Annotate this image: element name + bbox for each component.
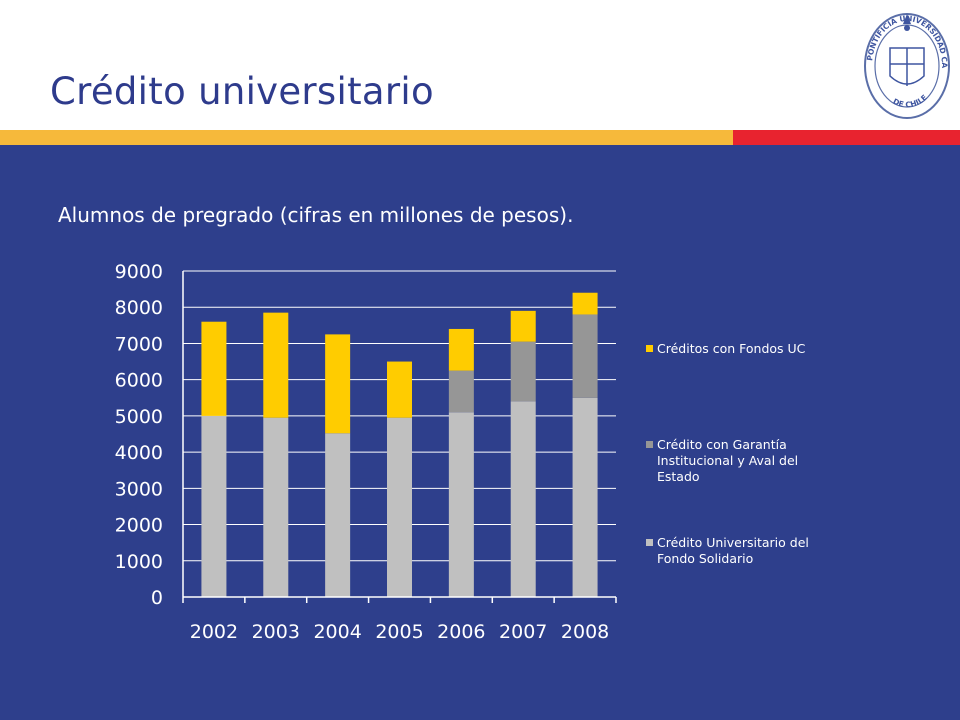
legend-item-fondos-uc: Créditos con Fondos UC — [646, 341, 805, 357]
slide-subtitle: Alumnos de pregrado (cifras en millones … — [58, 203, 574, 227]
y-tick-label: 2000 — [115, 515, 163, 537]
y-tick-label: 8000 — [115, 297, 163, 319]
bar-segment — [510, 341, 536, 402]
y-tick-label: 9000 — [115, 261, 163, 283]
legend-label-cont: Estado — [657, 469, 700, 484]
y-tick-label: 1000 — [115, 551, 163, 573]
legend-swatch — [646, 539, 653, 546]
x-tick-label: 2003 — [252, 621, 300, 643]
slide-title: Crédito universitario — [50, 70, 434, 113]
bar-segment — [572, 314, 598, 398]
y-tick-label: 0 — [151, 587, 163, 609]
bar-segment — [448, 412, 474, 597]
y-tick-label: 4000 — [115, 442, 163, 464]
bar-segment — [448, 328, 474, 371]
bar-segment — [448, 370, 474, 413]
legend-swatch — [646, 345, 653, 352]
bar-segment — [510, 310, 536, 342]
bar-segment — [201, 321, 227, 416]
x-tick-label: 2006 — [437, 621, 485, 643]
bar-segment — [201, 415, 227, 597]
accent-stripe-yellow — [0, 130, 733, 145]
x-tick-label: 2005 — [375, 621, 423, 643]
bar-segment — [387, 361, 412, 418]
legend-label: Crédito Universitario del — [657, 535, 809, 550]
slide-body — [0, 145, 960, 720]
y-tick-label: 3000 — [115, 478, 163, 500]
y-tick-label: 5000 — [115, 406, 163, 428]
legend-label-cont: Institucional y Aval del — [657, 453, 799, 468]
y-tick-label: 7000 — [115, 333, 163, 355]
x-tick-label: 2002 — [190, 621, 238, 643]
y-tick-label: 6000 — [115, 370, 163, 392]
bar-segment — [387, 417, 412, 597]
bar-segment — [572, 397, 598, 597]
legend-label: Crédito con Garantía — [657, 437, 787, 452]
bar-segment — [510, 401, 536, 597]
x-tick-label: 2008 — [561, 621, 609, 643]
bar-segment — [325, 433, 351, 597]
bar-segment — [325, 334, 351, 434]
university-seal-icon: PONTIFICIA UNIVERSIDAD CATÓLICA DE CHILE — [862, 8, 950, 119]
accent-stripe-red — [733, 130, 960, 145]
x-tick-label: 2004 — [313, 621, 361, 643]
legend-item-garantia-estatal: Crédito con Garantía Institucional y Ava… — [646, 437, 798, 485]
legend-swatch — [646, 441, 653, 448]
legend-label: Créditos con Fondos UC — [657, 341, 806, 356]
legend-label-cont: Fondo Solidario — [657, 551, 754, 566]
bar-segment — [572, 292, 598, 315]
bar-segment — [263, 312, 289, 418]
legend-item-fondo-solidario: Crédito Universitario del Fondo Solidari… — [646, 535, 809, 567]
x-tick-label: 2007 — [499, 621, 547, 643]
slide-header: Crédito universitario PONTIFICIA UNIVERS… — [0, 0, 960, 130]
bar-segment — [263, 417, 289, 597]
